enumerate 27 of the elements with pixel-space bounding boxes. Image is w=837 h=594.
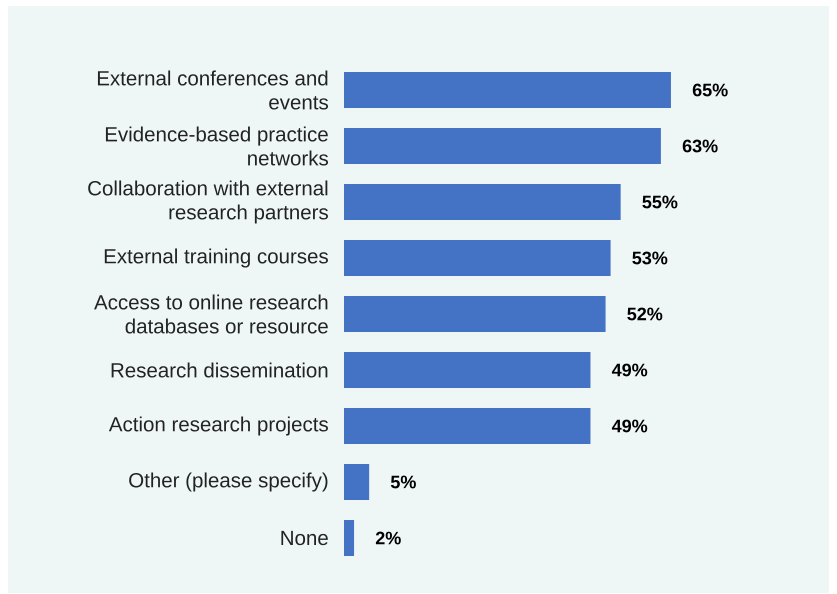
y-tick-label: Collaboration with external research partners [88, 180, 328, 224]
y-tick-label: Other (please specify) [129, 472, 328, 492]
y-tick-label: External conferences and events [98, 70, 328, 110]
data-label: 55% [642, 196, 678, 208]
data-label: 2% [376, 532, 401, 544]
data-label: 49% [612, 364, 648, 376]
y-tick-label: Evidence-based practice networks [106, 126, 328, 166]
bar [344, 520, 354, 556]
y-tick-label: External training courses [104, 248, 328, 268]
data-label: 52% [627, 308, 662, 320]
data-label: 63% [682, 140, 718, 152]
y-tick-label: Action research projects [108, 416, 328, 436]
bar [344, 72, 671, 108]
data-label: 53% [632, 252, 668, 264]
data-label: 65% [692, 84, 728, 96]
bar [344, 128, 661, 164]
data-label: 49% [612, 420, 648, 432]
data-label: 5% [390, 476, 416, 488]
y-tick-label: Access to online research databases or resource [94, 294, 328, 334]
bar [344, 184, 621, 220]
bar [344, 464, 370, 500]
bar [344, 240, 611, 276]
y-tick-label: None [281, 530, 328, 546]
bar [344, 296, 606, 332]
bar [344, 352, 590, 388]
bar [344, 408, 590, 444]
y-tick-label: Research dissemination [112, 362, 328, 378]
